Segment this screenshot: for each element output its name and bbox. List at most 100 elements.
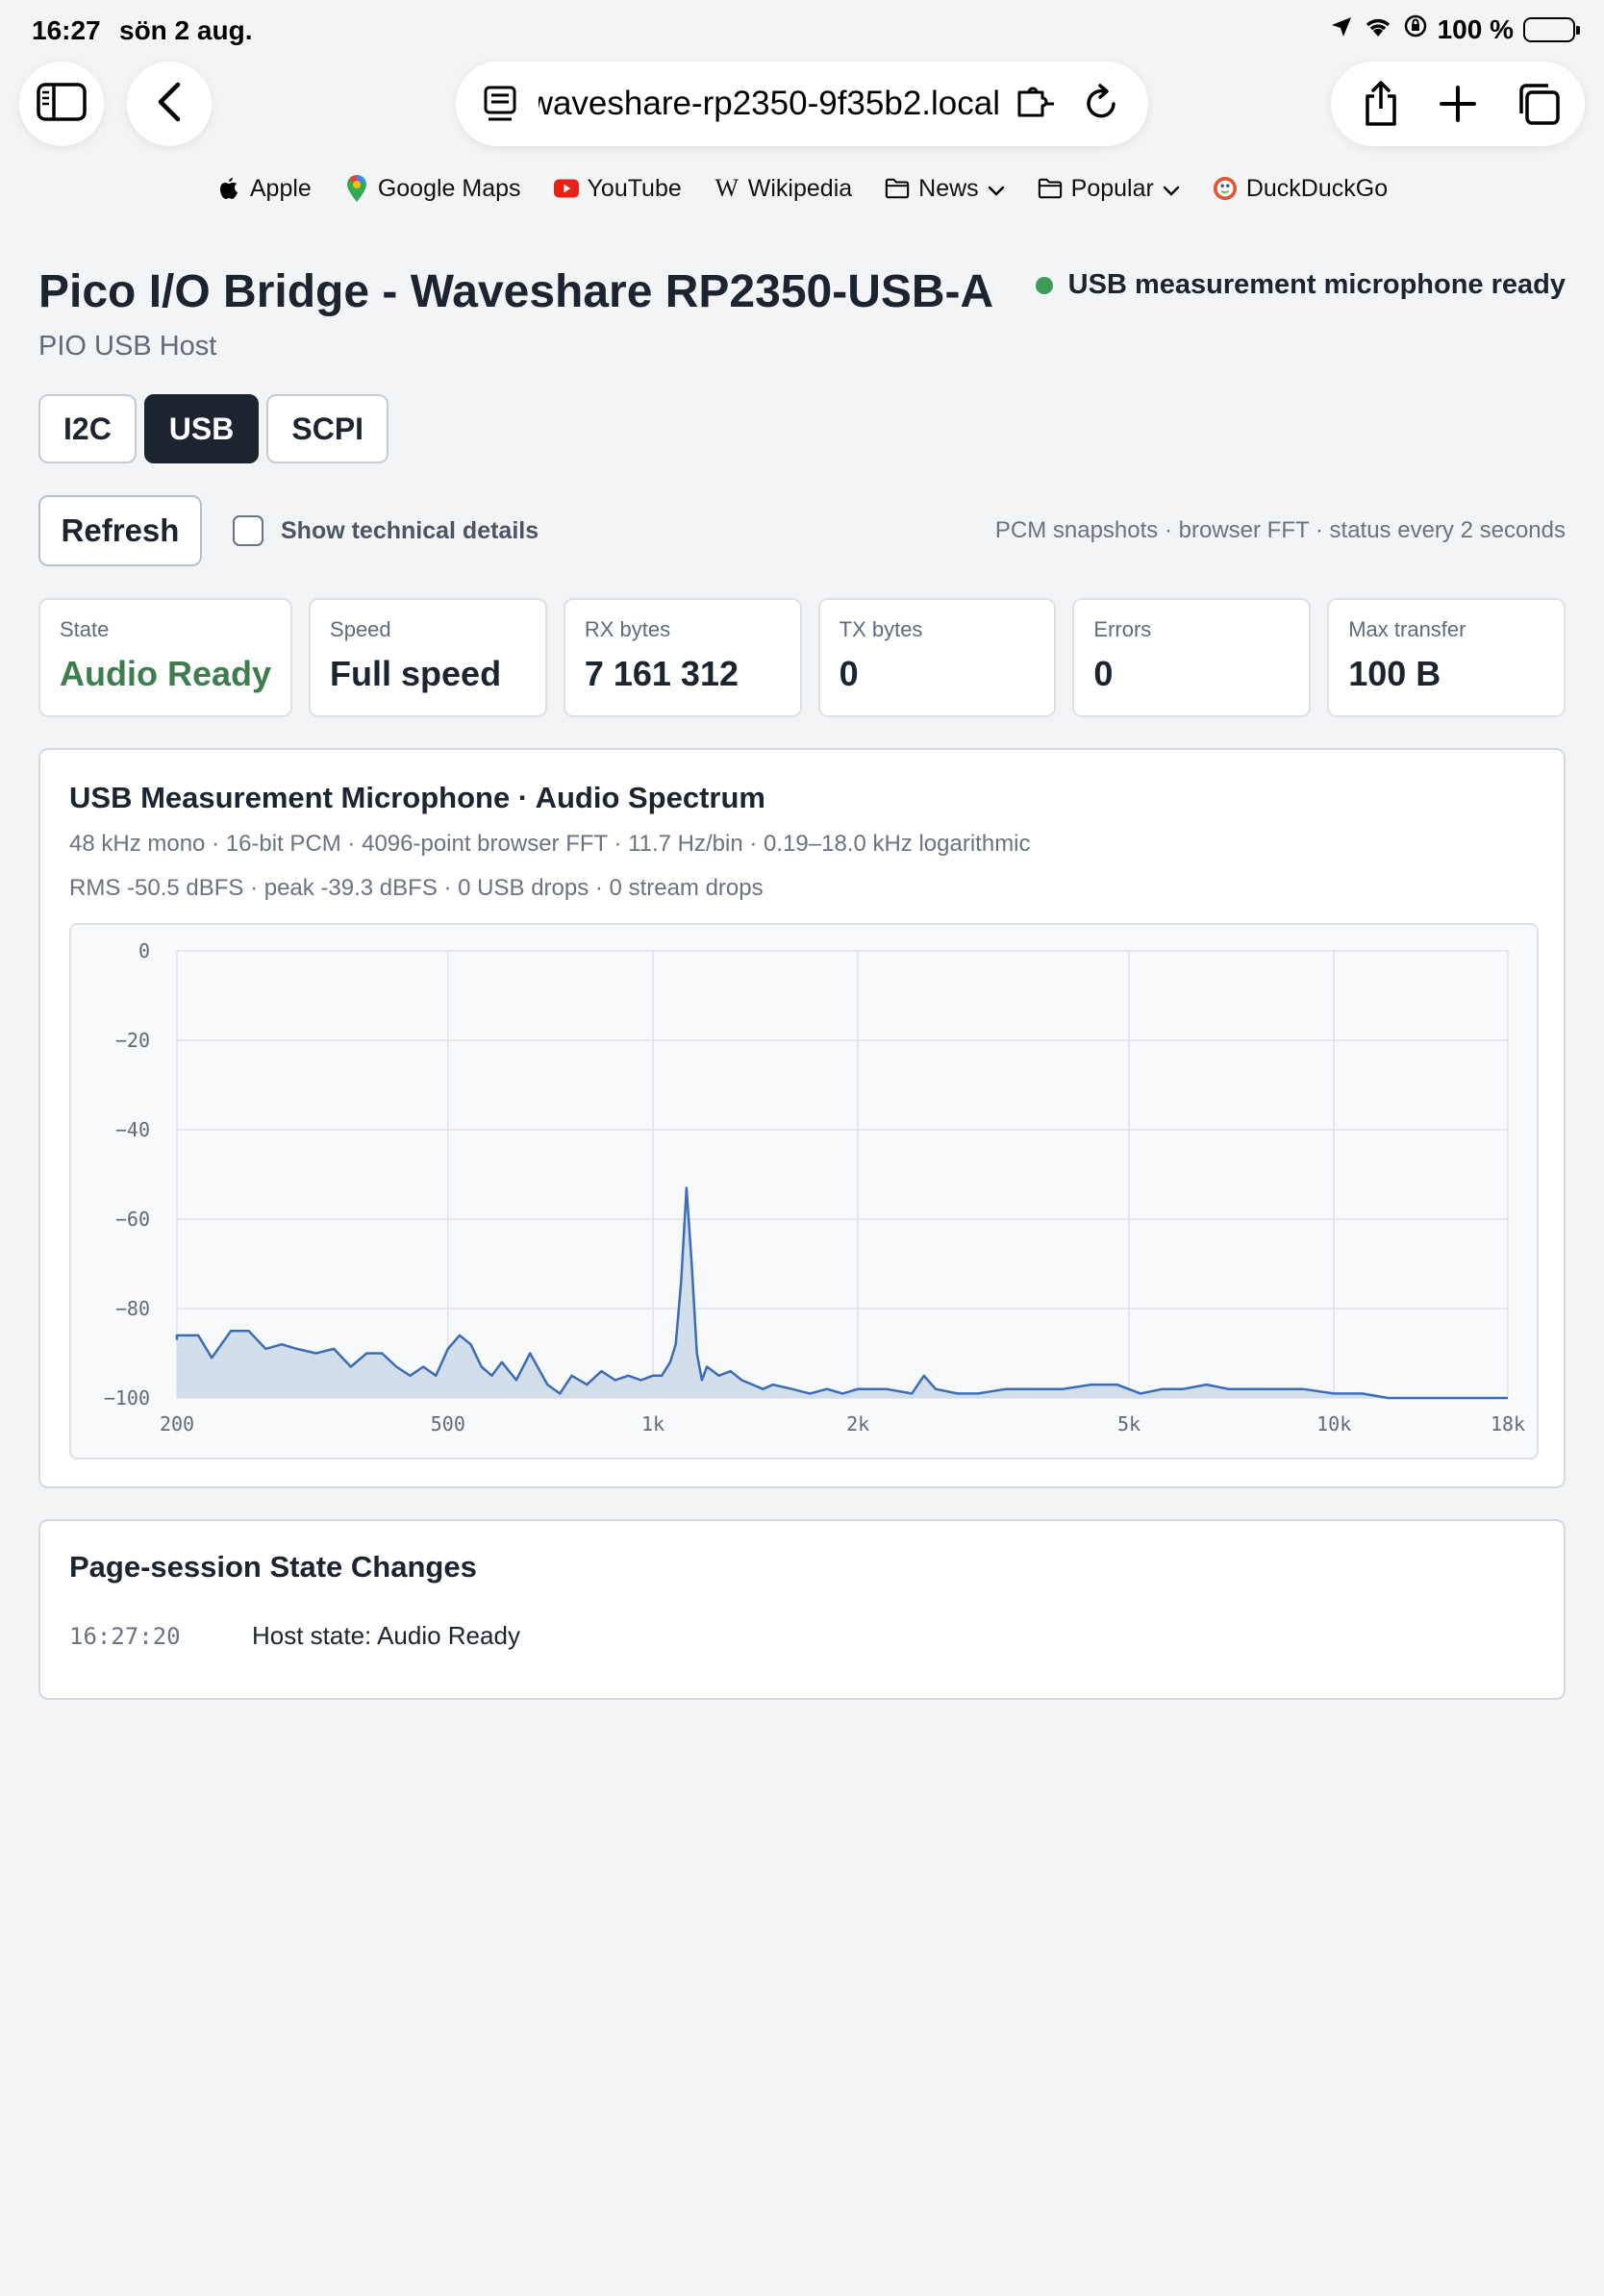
stat-value: Audio Ready: [60, 654, 272, 693]
x-tick-label: 10k: [1316, 1412, 1351, 1435]
technical-details-label: Show technical details: [281, 516, 539, 544]
tab-scpi[interactable]: SCPI: [266, 394, 389, 463]
status-text: USB measurement microphone ready: [1067, 269, 1566, 300]
status-indicators: 100 %: [1330, 13, 1580, 45]
status-date: sön 2 aug.: [119, 15, 253, 45]
poll-note: PCM snapshots · browser FFT · status eve…: [994, 517, 1566, 543]
sidebar-icon: [37, 82, 87, 126]
favorite-label: Popular: [1070, 174, 1154, 202]
stat-label: Errors: [1093, 617, 1152, 641]
location-icon: [1330, 14, 1353, 45]
favorite-folder-news[interactable]: News: [885, 171, 1005, 206]
status-time: 16:27: [32, 15, 101, 45]
chevron-down-icon: [988, 175, 1005, 203]
stats-row: State Audio Ready Speed Full speed RX by…: [38, 598, 1566, 717]
stat-card-speed: Speed Full speed: [309, 598, 547, 717]
orientation-lock-icon: [1403, 13, 1428, 45]
extensions-icon[interactable]: [1015, 85, 1058, 128]
spectrum-title: USB Measurement Microphone · Audio Spect…: [69, 781, 765, 814]
y-tick-label: −100: [104, 1386, 150, 1410]
reload-icon[interactable]: [1083, 83, 1121, 128]
chevron-left-icon: [155, 81, 184, 128]
stat-label: RX bytes: [584, 617, 671, 641]
stat-label: Speed: [330, 617, 391, 641]
favorite-folder-popular[interactable]: Popular: [1038, 171, 1180, 206]
interface-tabs: I2C USB SCPI: [38, 394, 389, 463]
toolbar-actions: [1331, 62, 1585, 146]
y-tick-label: −20: [115, 1029, 150, 1052]
folder-icon: [1038, 176, 1063, 201]
x-tick-label: 200: [160, 1412, 194, 1435]
stat-value: 0: [1093, 654, 1114, 693]
x-tick-label: 500: [431, 1412, 465, 1435]
stat-card-errors: Errors 0: [1072, 598, 1312, 717]
duckduckgo-icon: [1213, 176, 1238, 201]
favorite-label: News: [918, 174, 979, 202]
stat-value: 100 B: [1348, 654, 1441, 693]
spectrum-svg: 0 −20 −40 −60 −80 −100 200 500 1k 2k 5k 10k 18k: [104, 939, 1525, 1435]
stat-card-tx-bytes: TX bytes 0: [817, 598, 1057, 717]
technical-details-toggle[interactable]: Show technical details: [233, 515, 539, 546]
favorite-label: DuckDuckGo: [1245, 174, 1389, 202]
favorite-youtube[interactable]: YouTube: [553, 171, 682, 206]
folder-icon: [885, 176, 910, 201]
log-entry: 16:27:20 Host state: Audio Ready: [69, 1621, 520, 1651]
x-tick-label: 5k: [1117, 1412, 1140, 1435]
favorite-label: YouTube: [587, 174, 682, 202]
battery-icon: [1523, 16, 1580, 42]
url-text[interactable]: waveshare-rp2350-9f35b2.local: [539, 85, 1000, 122]
y-tick-label: −60: [115, 1208, 150, 1231]
favorite-label: Wikipedia: [747, 174, 853, 202]
ios-status-bar: 16:27 sön 2 aug. 100 %: [0, 0, 1604, 58]
spectrum-area-fill: [177, 1187, 1508, 1398]
x-tick-label: 1k: [641, 1412, 664, 1435]
stat-value: 7 161 312: [584, 654, 739, 693]
stat-card-state: State Audio Ready: [38, 598, 293, 717]
wikipedia-icon: W: [714, 174, 739, 202]
status-dot-icon: [1035, 276, 1053, 294]
maps-pin-icon: [344, 175, 369, 202]
spectrum-level-info: RMS -50.5 dBFS · peak -39.3 dBFS · 0 USB…: [69, 875, 764, 901]
tabs-overview-icon[interactable]: [1514, 79, 1564, 129]
state-changes-title: Page-session State Changes: [69, 1550, 477, 1584]
spectrum-chart: 0 −20 −40 −60 −80 −100 200 500 1k 2k 5k 10k 18k: [69, 923, 1539, 1460]
plot-area: [176, 950, 1509, 1399]
favorite-label: Apple: [249, 174, 312, 202]
favorite-wikipedia[interactable]: W Wikipedia: [714, 171, 853, 206]
y-tick-label: 0: [138, 939, 150, 962]
technical-details-checkbox[interactable]: [233, 515, 263, 546]
refresh-button[interactable]: Refresh: [38, 495, 202, 566]
back-button[interactable]: [127, 62, 212, 146]
favorites-bar: Apple Google Maps YouTube W Wikipedia Ne…: [0, 171, 1604, 206]
y-tick-label: −80: [115, 1297, 150, 1320]
stat-label: Max transfer: [1348, 617, 1466, 641]
new-tab-icon[interactable]: [1433, 79, 1483, 129]
state-changes-panel: Page-session State Changes 16:27:20 Host…: [38, 1519, 1566, 1700]
apple-icon: [216, 176, 241, 201]
status-indicator: USB measurement microphone ready: [1035, 269, 1566, 301]
page-title: Pico I/O Bridge - Waveshare RP2350-USB-A: [38, 266, 994, 317]
stat-value: 0: [839, 654, 859, 693]
favorite-duckduckgo[interactable]: DuckDuckGo: [1213, 171, 1388, 206]
share-icon[interactable]: [1356, 79, 1406, 129]
wifi-icon: [1363, 14, 1393, 45]
tab-usb[interactable]: USB: [143, 394, 260, 463]
favorite-apple[interactable]: Apple: [216, 171, 312, 206]
battery-percent: 100 %: [1437, 13, 1514, 44]
log-entry-message: Host state: Audio Ready: [252, 1621, 520, 1650]
sidebar-toggle-button[interactable]: [19, 62, 104, 146]
youtube-icon: [553, 176, 579, 201]
spectrum-line: [175, 1186, 1508, 1400]
spectrum-format-info: 48 kHz mono · 16-bit PCM · 4096-point br…: [69, 831, 1031, 857]
page-settings-icon[interactable]: [483, 85, 517, 128]
spectrum-panel: USB Measurement Microphone · Audio Spect…: [38, 748, 1566, 1488]
stat-card-max-transfer: Max transfer 100 B: [1327, 598, 1566, 717]
y-tick-label: −40: [115, 1118, 150, 1141]
favorite-google-maps[interactable]: Google Maps: [344, 171, 521, 206]
tab-i2c[interactable]: I2C: [38, 394, 137, 463]
x-tick-label: 18k: [1491, 1412, 1525, 1435]
stat-card-rx-bytes: RX bytes 7 161 312: [563, 598, 802, 717]
log-entry-time: 16:27:20: [69, 1623, 181, 1650]
page-subtitle: PIO USB Host: [38, 331, 217, 362]
address-bar[interactable]: waveshare-rp2350-9f35b2.local: [456, 62, 1148, 146]
